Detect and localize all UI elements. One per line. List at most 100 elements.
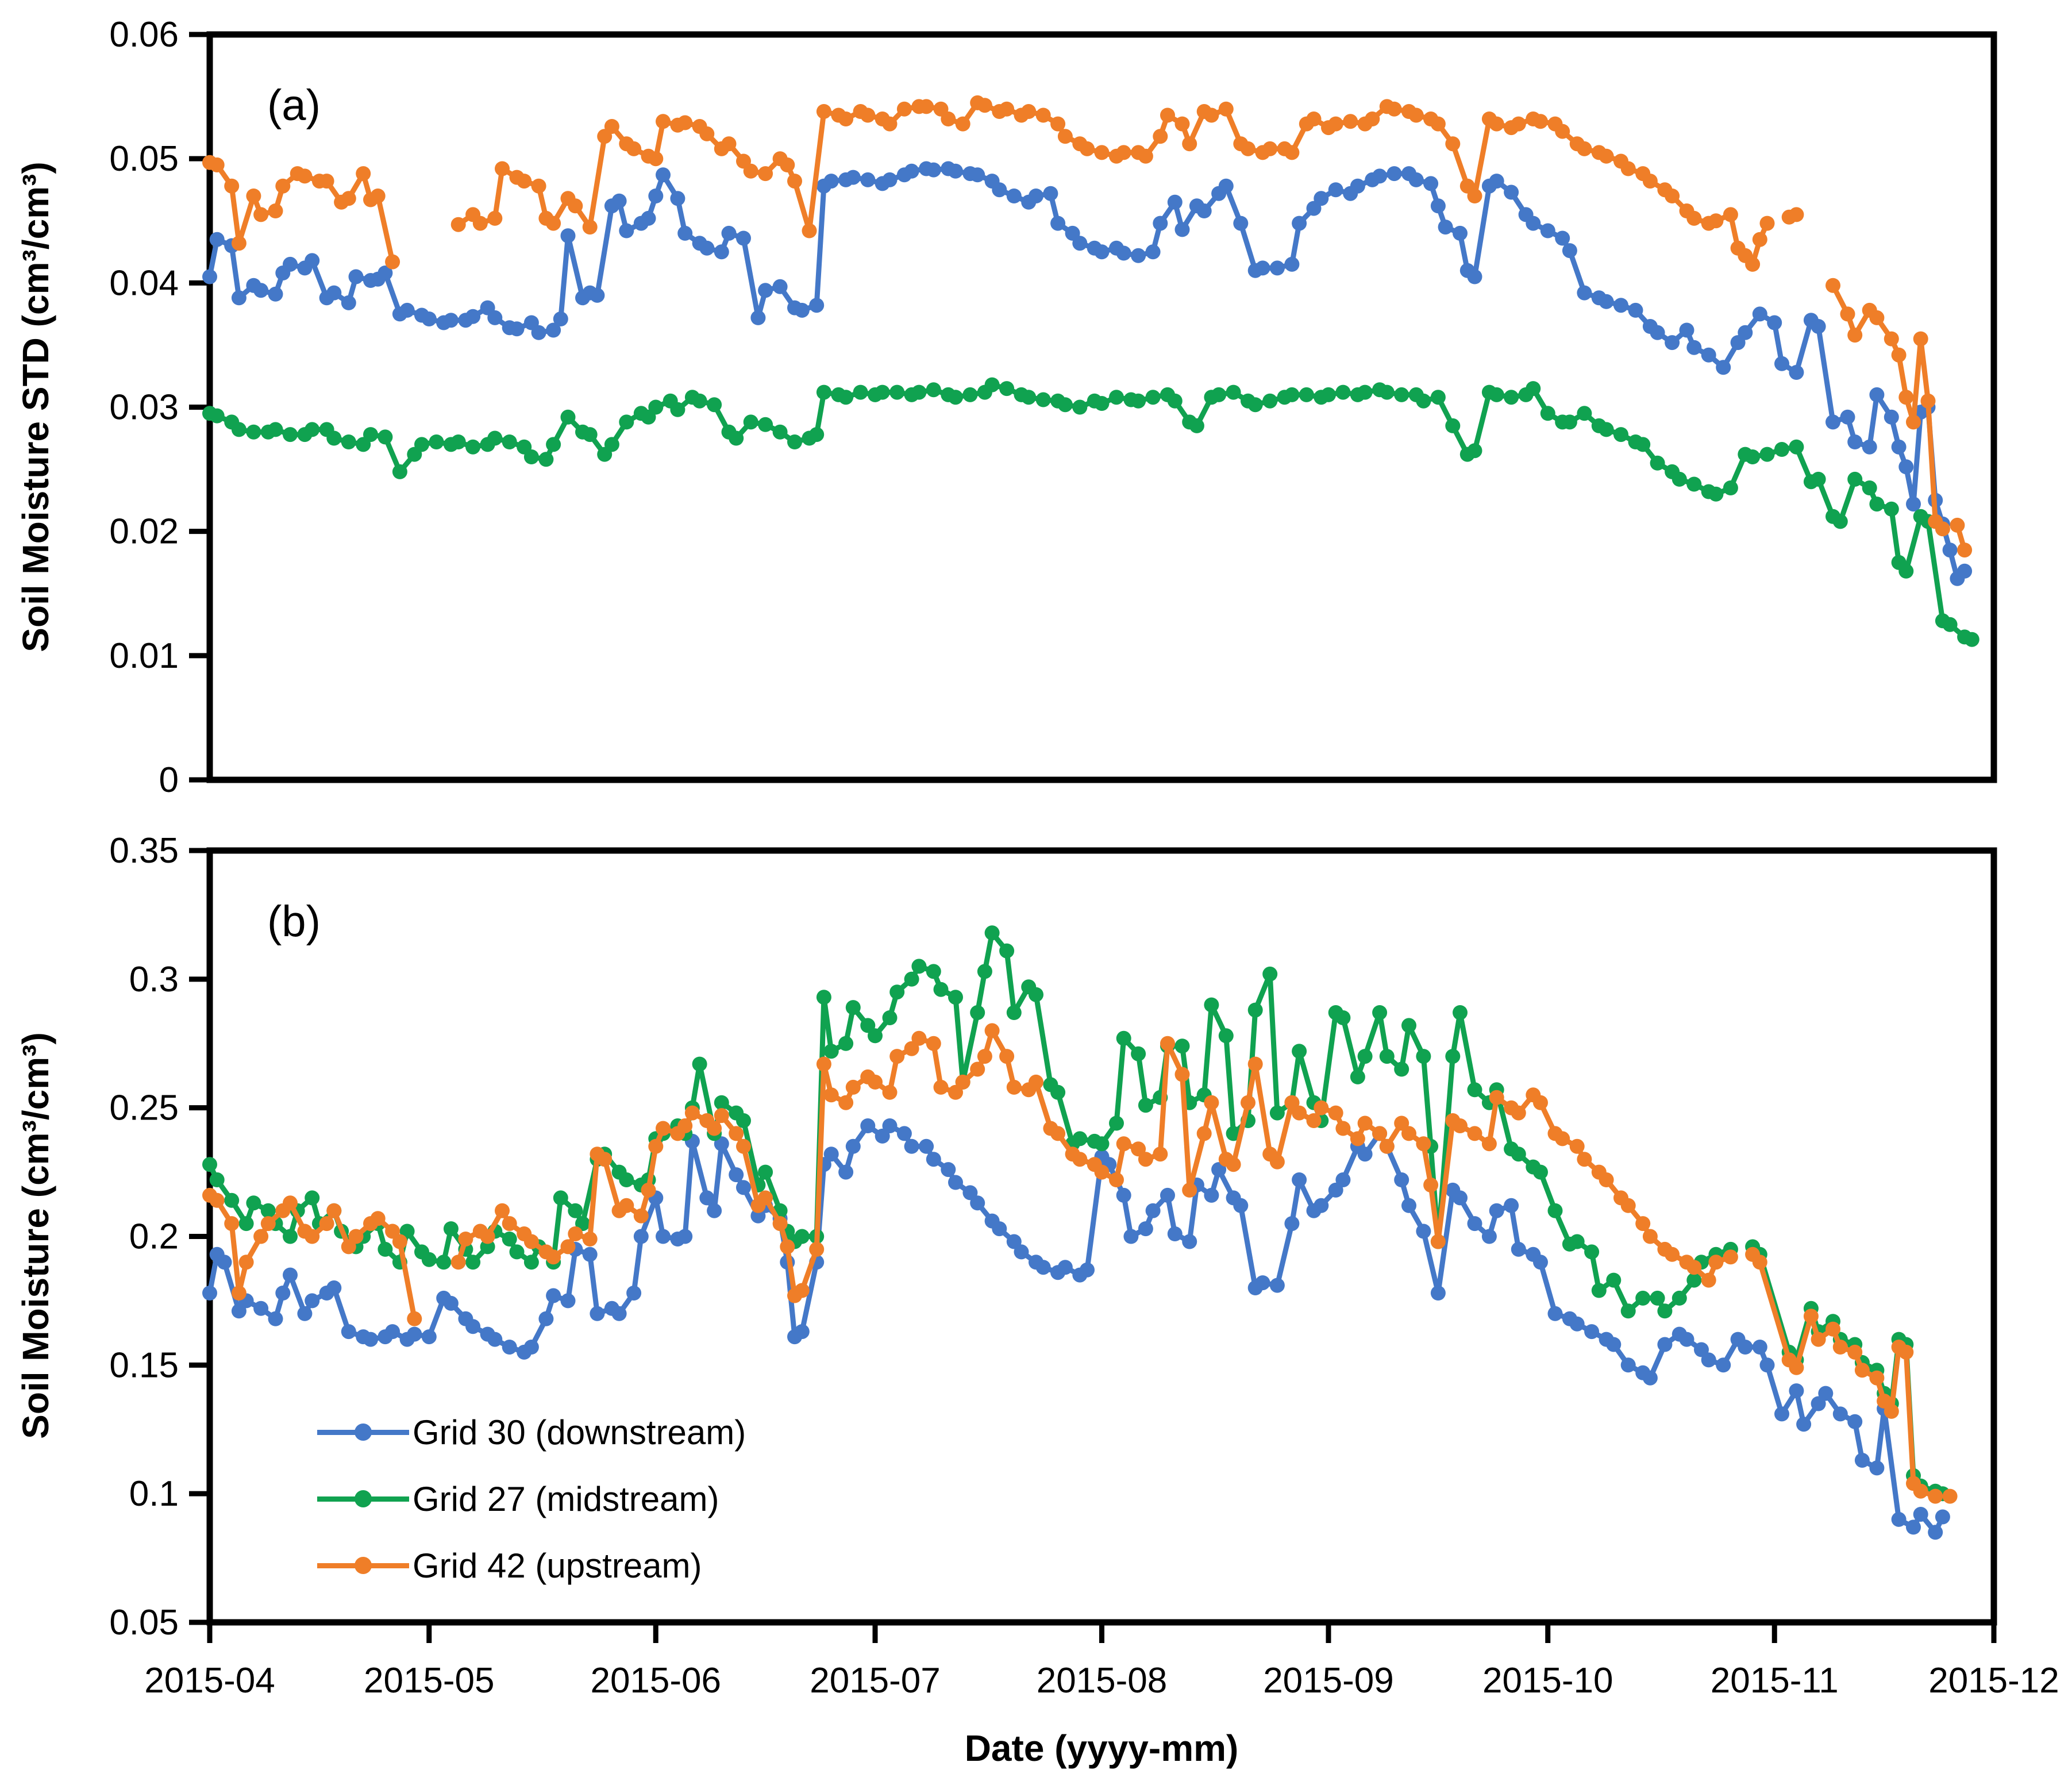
data-point <box>1160 107 1175 123</box>
data-point <box>1445 136 1461 152</box>
data-point <box>1109 1115 1124 1131</box>
data-point <box>1489 1203 1504 1218</box>
data-point <box>1453 225 1468 241</box>
data-point <box>385 1324 400 1340</box>
x-tick-label: 2015-05 <box>364 1661 495 1700</box>
data-point <box>977 1049 992 1064</box>
y-tick-label: 0.02 <box>109 512 179 552</box>
data-point <box>1365 111 1380 126</box>
data-point <box>1226 1126 1241 1141</box>
data-point <box>684 1105 700 1121</box>
data-point <box>721 136 737 152</box>
data-point <box>1284 387 1300 402</box>
data-point <box>443 1295 459 1311</box>
data-point <box>648 151 664 167</box>
data-point <box>1029 987 1043 1002</box>
data-point <box>1774 442 1789 457</box>
data-point <box>845 1079 861 1095</box>
data-point <box>1292 1044 1307 1059</box>
data-point <box>1789 439 1804 455</box>
data-point <box>1657 1337 1673 1352</box>
data-point <box>1920 393 1936 409</box>
data-point <box>1145 1203 1161 1218</box>
data-point <box>1635 437 1651 452</box>
y-tick-label: 0.1 <box>129 1474 179 1514</box>
data-point <box>326 430 342 446</box>
data-point <box>1701 347 1716 363</box>
series-line-Grid 27 (midstream) <box>207 382 1975 642</box>
data-point <box>729 430 744 446</box>
data-point <box>1357 384 1373 400</box>
data-point <box>1811 471 1826 487</box>
data-point <box>1394 1115 1409 1131</box>
data-point <box>845 170 861 185</box>
data-point <box>999 101 1015 117</box>
data-point <box>677 1118 693 1133</box>
data-point <box>904 1138 919 1154</box>
data-point <box>1423 1178 1439 1192</box>
data-point <box>860 1118 876 1133</box>
data-point <box>1145 390 1161 405</box>
data-point <box>626 1286 642 1301</box>
data-point <box>896 101 912 117</box>
data-point <box>1226 1157 1241 1172</box>
data-point <box>1167 194 1183 210</box>
data-point <box>1642 1229 1658 1244</box>
data-point <box>970 1005 985 1020</box>
data-point <box>341 191 356 206</box>
data-point <box>838 390 854 405</box>
data-point <box>283 1195 298 1211</box>
data-point <box>1094 145 1110 160</box>
data-point <box>568 198 583 214</box>
data-point <box>1167 393 1183 409</box>
data-point <box>1825 414 1840 430</box>
data-point <box>1035 392 1051 407</box>
data-point <box>1884 501 1899 517</box>
data-point <box>1672 1290 1687 1306</box>
data-point <box>1818 1386 1834 1401</box>
data-point <box>699 126 715 141</box>
data-point <box>546 216 561 231</box>
data-point <box>1299 387 1314 402</box>
data-point <box>378 266 393 280</box>
data-point <box>611 1306 627 1321</box>
data-point <box>1350 1131 1365 1147</box>
data-point <box>283 1229 298 1244</box>
data-point <box>780 157 795 172</box>
data-point <box>772 424 788 440</box>
data-point <box>1620 1357 1636 1373</box>
y-tick-label: 0.05 <box>109 139 179 179</box>
data-point <box>1650 455 1665 471</box>
x-axis-title: Date (yyyy-mm) <box>964 1728 1239 1769</box>
data-point <box>1314 1100 1329 1115</box>
data-point <box>699 240 715 256</box>
data-point <box>1335 384 1351 400</box>
data-point <box>1942 617 1958 632</box>
data-point <box>1686 1260 1702 1275</box>
data-point <box>604 437 619 452</box>
data-point <box>1577 406 1592 421</box>
data-point <box>1533 1164 1548 1180</box>
data-point <box>1204 1095 1219 1110</box>
data-point <box>948 163 963 179</box>
data-point <box>1511 116 1526 132</box>
series-line-Grid 42 (upstream) <box>1750 1252 1938 1499</box>
data-point <box>1145 244 1161 260</box>
data-point <box>260 1216 276 1232</box>
data-point <box>246 424 261 440</box>
data-point <box>1387 101 1402 117</box>
data-point <box>889 384 905 400</box>
data-point <box>1847 328 1863 343</box>
data-point <box>1891 347 1907 363</box>
data-point <box>1489 116 1504 132</box>
data-point <box>283 427 298 443</box>
data-point <box>1153 1147 1168 1162</box>
data-point <box>1072 1131 1088 1147</box>
data-point <box>729 1126 744 1141</box>
data-point <box>656 114 671 129</box>
data-point <box>378 429 393 445</box>
data-point <box>553 311 568 326</box>
data-point <box>1233 216 1249 231</box>
data-point <box>1620 1198 1636 1213</box>
legend: Grid 30 (downstream) Grid 27 (midstream)… <box>317 1407 746 1591</box>
